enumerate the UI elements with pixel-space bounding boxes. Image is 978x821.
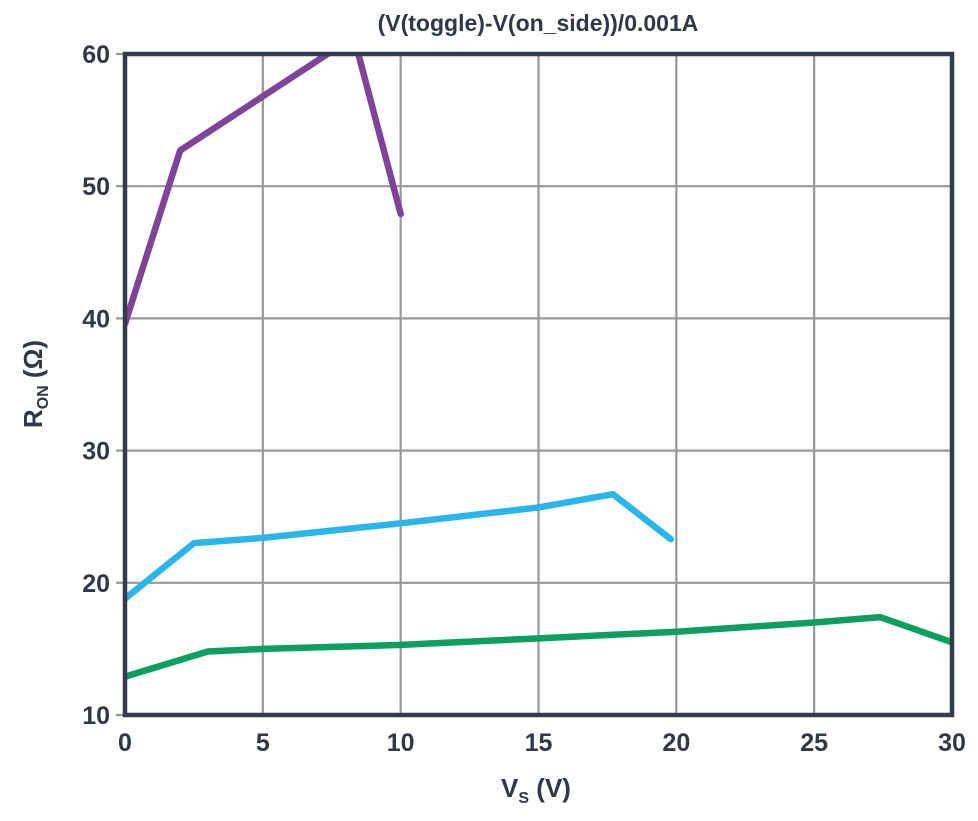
x-tick-label: 15 [525,729,553,757]
x-tick-label: 0 [118,729,132,757]
gridlines [125,54,952,715]
chart-title: (V(toggle)-V(on_side))/0.001A [378,10,699,36]
x-tick-label: 5 [256,729,270,757]
y-axis-label: RON (Ω) [18,340,52,428]
y-tick-label: 40 [82,305,110,333]
y-tick-label: 60 [82,41,110,69]
y-tick-label: 10 [82,702,110,730]
y-tick-label: 50 [82,173,110,201]
green-trace [125,613,952,680]
x-tick-label: 20 [662,729,690,757]
x-axis-label: VS (V) [501,773,571,807]
x-tick-label: 25 [800,729,828,757]
purple-trace [125,54,404,327]
y-tick-labels: 10 20 30 40 50 60 [82,41,110,730]
x-tick-label: 30 [938,729,966,757]
plot-frame [122,51,955,718]
data-series [125,54,952,680]
x-tick-label: 10 [387,729,415,757]
cyan-trace [125,490,675,602]
y-tick-label: 30 [82,438,110,466]
x-tick-labels: 0 5 10 15 20 25 30 [118,729,966,757]
y-tick-label: 20 [82,570,110,598]
